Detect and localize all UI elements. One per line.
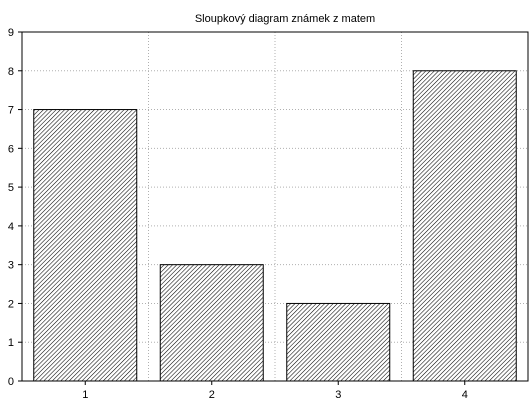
x-tick-label: 3	[335, 389, 341, 401]
y-tick-label: 0	[8, 376, 14, 388]
y-tick-label: 7	[8, 105, 14, 117]
y-tick-label: 3	[8, 260, 14, 272]
y-tick-label: 6	[8, 143, 14, 155]
bars	[33, 70, 517, 382]
bar-1	[33, 109, 138, 382]
y-tick-label: 4	[8, 221, 14, 233]
y-tick-label: 9	[8, 27, 14, 39]
y-tick-label: 2	[8, 298, 14, 310]
bar-2	[159, 264, 264, 382]
x-tick-label: 1	[82, 389, 88, 401]
chart-title: Sloupkový diagram známek z matem	[195, 13, 375, 25]
y-tick-label: 1	[8, 337, 14, 349]
bar-3	[286, 302, 391, 382]
y-tick-label: 8	[8, 66, 14, 78]
x-tick-label: 4	[462, 389, 468, 401]
x-tick-label: 2	[209, 389, 215, 401]
plot-frame	[21, 31, 529, 382]
bar-4	[412, 70, 517, 382]
x-axis: 1 2 3 4	[82, 381, 468, 401]
y-tick-label: 5	[8, 182, 14, 194]
y-axis: 0 1 2 3 4 5 6 7 8 9	[8, 27, 22, 388]
